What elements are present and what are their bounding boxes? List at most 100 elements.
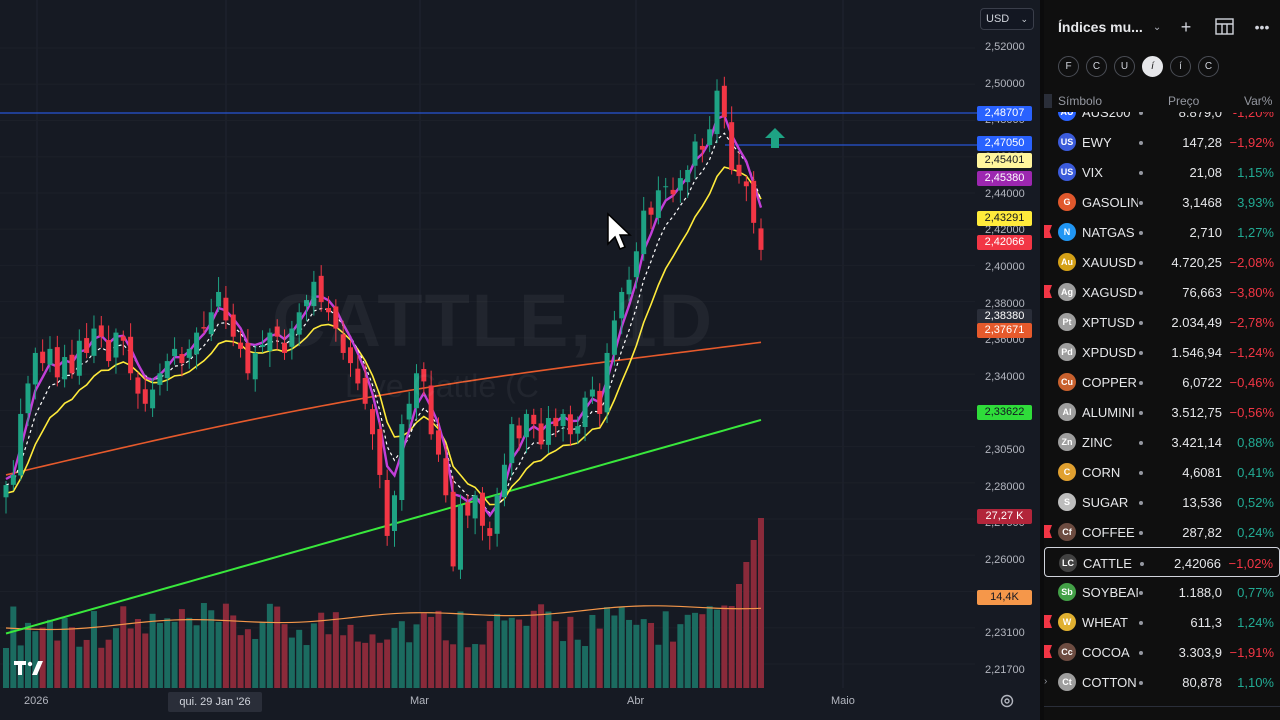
symbol-logo-icon: C [1058, 463, 1076, 481]
column-symbol[interactable]: Símbolo [1058, 94, 1103, 108]
watchlist-row-xpdusd[interactable]: Pd XPDUSD 1.546,94 −1,24% [1044, 337, 1280, 367]
chevron-down-icon[interactable]: ⌄ [1152, 21, 1162, 33]
watchlist-row-xagusd[interactable]: Ag XAGUSD 76,663 −3,80% [1044, 277, 1280, 307]
watchlist-row-xptusd[interactable]: Pt XPTUSD 2.034,49 −2,78% [1044, 307, 1280, 337]
chevron-right-icon[interactable]: › [1044, 676, 1048, 687]
watchlist-row-copper[interactable]: Cu COPPER 6,0722 −0,46% [1044, 367, 1280, 397]
watchlist-row-soybean[interactable]: Sb SOYBEAN 1.188,0 0,77% [1044, 577, 1280, 607]
symbol-logo-icon: Cf [1058, 523, 1076, 541]
price-axis-label: 2,38000 [985, 297, 1025, 310]
symbol-price: 3.512,75 [1171, 405, 1222, 420]
filter-chip-i[interactable]: í [1170, 56, 1191, 77]
ema-green-line [5, 418, 762, 635]
symbol-name: WHEAT [1082, 615, 1128, 630]
plus-icon[interactable]: + [1180, 17, 1192, 37]
symbol-logo-icon: AU [1058, 112, 1076, 121]
watchlist-row-cotton[interactable]: Ct COTTON 80,878 1,10% [1044, 667, 1280, 697]
symbol-logo-icon: Pd [1058, 343, 1076, 361]
more-icon[interactable]: ••• [1254, 19, 1270, 35]
volume-bar [662, 611, 669, 688]
layout-icon[interactable] [1214, 16, 1236, 38]
watchlist-row-sugar[interactable]: S SUGAR 13,536 0,52% [1044, 487, 1280, 517]
market-status-dot [1139, 171, 1143, 175]
watchlist-row-corn[interactable]: C CORN 4,6081 0,41% [1044, 457, 1280, 487]
volume-bar [112, 628, 119, 688]
watchlist-row-alumini[interactable]: Al ALUMINI 3.512,75 −0,56% [1044, 397, 1280, 427]
symbol-price: 3,1468 [1182, 195, 1222, 210]
watchlist-row-gasolin[interactable]: G GASOLIN 3,1468 3,93% [1044, 187, 1280, 217]
flag-icon[interactable] [1044, 285, 1052, 298]
volume-bar [384, 639, 391, 688]
watchlist-footer [1044, 706, 1280, 720]
filter-chip-f[interactable]: F [1058, 56, 1079, 77]
volume-bar [127, 628, 134, 688]
gear-icon[interactable] [999, 693, 1015, 709]
filter-chip-c2[interactable]: C [1198, 56, 1219, 77]
volume-bar [728, 606, 735, 688]
candle-body [150, 389, 156, 409]
watchlist-row-wheat[interactable]: W WHEAT 611,3 1,24% [1044, 607, 1280, 637]
symbol-logo-icon: S [1058, 493, 1076, 511]
volume-bar [545, 611, 552, 688]
filter-chip-u[interactable]: U [1114, 56, 1135, 77]
currency-select[interactable]: USD ⌄ [980, 8, 1034, 30]
column-change[interactable]: Var% [1244, 94, 1273, 108]
symbol-logo-icon: US [1058, 163, 1076, 181]
price-axis-label: 2,44000 [985, 187, 1025, 200]
flag-icon[interactable] [1044, 525, 1052, 538]
filter-chip-c[interactable]: C [1086, 56, 1107, 77]
watchlist-row-cattle[interactable]: LC CATTLE 2,42066 −1,02% [1044, 547, 1280, 577]
watchlist-title[interactable]: Índices mu... [1058, 19, 1143, 35]
watchlist-row-cocoa[interactable]: Cc COCOA 3.303,9 −1,91% [1044, 637, 1280, 667]
chart-pane[interactable]: CATTLE, 1D Live Cattle (C USD ⌄ 2,52000 2… [0, 0, 1040, 720]
volume-bar [757, 518, 764, 688]
candle-body [348, 347, 354, 364]
column-price[interactable]: Preço [1168, 94, 1200, 108]
watchlist-row-zinc[interactable]: Zn ZINC 3.421,14 0,88% [1044, 427, 1280, 457]
candle-body [751, 180, 757, 223]
watchlist-row-coffee[interactable]: Cf COFFEE 287,82 0,24% [1044, 517, 1280, 547]
candle-body [479, 492, 485, 526]
panel-divider[interactable] [1040, 0, 1044, 720]
flag-icon[interactable] [1044, 645, 1052, 658]
filter-chip-i-active[interactable]: í [1142, 56, 1163, 77]
volume-bar [340, 635, 347, 688]
crosshair-date-label: qui. 29 Jan '26 [168, 692, 262, 712]
watchlist-row-xauusd[interactable]: Au XAUUSD 4.720,25 −2,08% [1044, 247, 1280, 277]
symbol-name: GASOLIN [1082, 195, 1138, 210]
symbol-logo-icon: Zn [1058, 433, 1076, 451]
candle-body [435, 430, 441, 455]
price-chart-svg[interactable] [0, 0, 1040, 720]
volume-bar [186, 617, 193, 688]
candle-body [509, 424, 515, 464]
watchlist-row-vix[interactable]: US VIX 21,08 1,15% [1044, 157, 1280, 187]
volume-bar [252, 638, 259, 688]
volume-bar [677, 624, 684, 688]
volume-bar [369, 634, 376, 688]
symbol-price: 3.303,9 [1178, 645, 1222, 660]
price-axis-label: 2,23100 [985, 627, 1025, 640]
volume-bar [574, 639, 581, 688]
watchlist-row-aus200[interactable]: AU AUS200 8.879,0 -1,20% [1044, 112, 1280, 127]
candle-body [516, 425, 522, 439]
price-axis-label: 2,42000 [985, 224, 1025, 237]
watchlist-row-ewy[interactable]: US EWY 147,28 −1,92% [1044, 127, 1280, 157]
candle-body [553, 417, 559, 427]
price-axis-label: 2,50000 [985, 77, 1025, 90]
resize-handle[interactable] [1044, 94, 1052, 108]
symbol-change: −0,56% [1229, 405, 1274, 420]
tradingview-logo[interactable] [14, 658, 44, 676]
candle-body [333, 306, 339, 329]
volume-bar [428, 616, 435, 688]
flag-icon[interactable] [1044, 615, 1052, 628]
volume-bar [508, 617, 515, 688]
watchlist-row-natgas[interactable]: N NATGAS 2,710 1,27% [1044, 217, 1280, 247]
price-badge: 27,27 K [977, 509, 1032, 524]
volume-bar [193, 625, 200, 688]
price-axis-label: 2,52000 [985, 41, 1025, 53]
volume-bar [420, 613, 427, 688]
flag-icon[interactable] [1044, 225, 1052, 238]
watchlist-header[interactable]: Índices mu... ⌄ [1058, 16, 1161, 38]
candle-body [201, 327, 207, 329]
symbol-name: CORN [1082, 465, 1121, 480]
